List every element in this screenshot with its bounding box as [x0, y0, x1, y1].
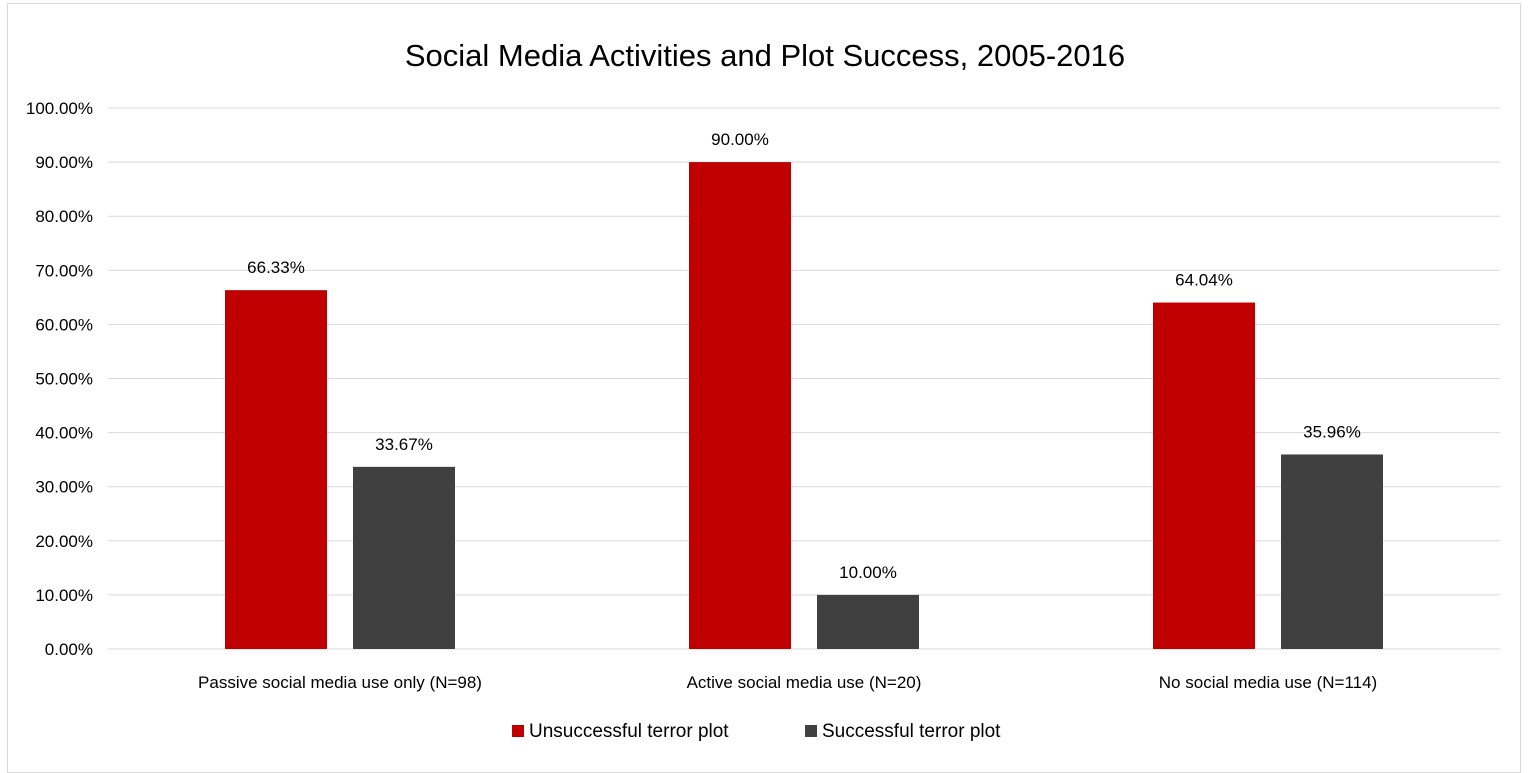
legend-swatch: [805, 725, 817, 737]
y-tick-label: 10.00%: [35, 586, 93, 605]
data-label: 66.33%: [247, 258, 305, 277]
y-tick-label: 40.00%: [35, 424, 93, 443]
x-category-label: Passive social media use only (N=98): [198, 673, 482, 692]
data-label: 64.04%: [1175, 271, 1233, 290]
bar-unsuccessful-3: [1153, 302, 1255, 649]
y-tick-label: 90.00%: [35, 153, 93, 172]
bars: [225, 162, 1383, 649]
chart-title: Social Media Activities and Plot Success…: [405, 38, 1125, 73]
y-tick-label: 30.00%: [35, 478, 93, 497]
x-category-label: No social media use (N=114): [1159, 673, 1377, 692]
y-tick-label: 100.00%: [26, 99, 93, 118]
bar-successful-1: [353, 466, 455, 649]
y-tick-label: 80.00%: [35, 207, 93, 226]
y-tick-label: 70.00%: [35, 261, 93, 280]
data-labels: 66.33% 33.67% 90.00% 10.00% 64.04% 35.96%: [247, 130, 1361, 582]
data-label: 90.00%: [711, 130, 769, 149]
x-axis-categories: Passive social media use only (N=98) Acti…: [198, 673, 1377, 692]
y-tick-label: 50.00%: [35, 370, 93, 389]
gridlines: [108, 107, 1500, 650]
x-category-label: Active social media use (N=20): [687, 673, 922, 692]
y-axis-ticks: 0.00% 10.00% 20.00% 30.00% 40.00% 50.00% 60.00…: [26, 99, 93, 659]
data-label: 10.00%: [839, 563, 897, 582]
data-label: 33.67%: [375, 435, 433, 454]
data-label: 35.96%: [1303, 422, 1361, 441]
legend: Unsuccessful terror plot Successful terro…: [512, 721, 1001, 742]
bar-successful-3: [1281, 454, 1383, 649]
y-tick-label: 0.00%: [45, 640, 93, 659]
y-tick-label: 60.00%: [35, 315, 93, 334]
bar-unsuccessful-2: [689, 162, 791, 649]
y-tick-label: 20.00%: [35, 532, 93, 551]
bar-successful-2: [817, 594, 919, 649]
bar-unsuccessful-1: [225, 290, 327, 649]
legend-swatch: [512, 725, 524, 737]
legend-label: Successful terror plot: [822, 721, 1001, 742]
legend-label: Unsuccessful terror plot: [529, 721, 729, 742]
